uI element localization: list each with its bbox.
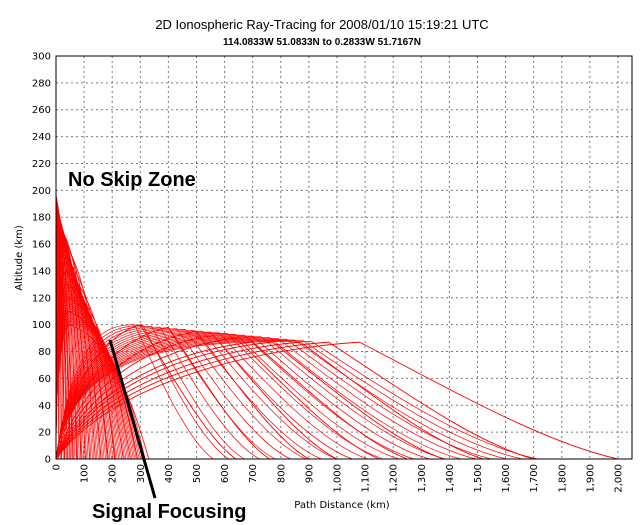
- x-tick-label: 0: [52, 464, 63, 470]
- y-tick-label: 60: [38, 374, 51, 385]
- ray-focus: [55, 334, 415, 460]
- y-tick-label: 180: [32, 213, 51, 224]
- plot-frame: [55, 55, 633, 460]
- x-tick-label: 600: [220, 464, 231, 483]
- ray-focus: [55, 339, 508, 460]
- ray-focus: [55, 341, 538, 460]
- y-axis-label: Altitude (km): [14, 225, 25, 291]
- y-tick-label: 160: [32, 240, 51, 251]
- ray-focus: [55, 335, 430, 460]
- ray-focus: [55, 333, 384, 460]
- y-tick-label: 220: [32, 159, 51, 170]
- ray-hop: [55, 341, 534, 460]
- x-tick-label: 1,700: [529, 464, 540, 493]
- y-axis: 0 20 40 60 80 100 120 140 160 180 200 220 240 260 280 3…: [32, 52, 51, 466]
- ray-focus: [55, 326, 260, 460]
- y-tick-label: 240: [32, 132, 51, 143]
- ray-focus: [55, 333, 399, 460]
- chart-subtitle: 114.0833W 51.0833N to 0.2833W 51.7167N: [223, 37, 421, 48]
- ray-focus: [55, 325, 245, 460]
- x-tick-label: 1,900: [585, 464, 596, 493]
- ray-focus: [55, 327, 276, 460]
- x-tick-label: 300: [136, 464, 147, 483]
- signal-focusing-arrow: [108, 339, 157, 499]
- ray-focus: [55, 330, 338, 460]
- annotation-signal-focusing: Signal Focusing: [92, 501, 246, 523]
- x-tick-label: 1,300: [417, 464, 428, 493]
- ray-focus: [55, 329, 307, 460]
- ray-focus: [55, 332, 368, 460]
- annotation-no-skip-zone: No Skip Zone: [68, 169, 196, 191]
- y-tick-label: 120: [32, 293, 51, 304]
- y-tick-label: 0: [45, 455, 51, 466]
- ray-hop: [55, 341, 619, 460]
- y-tick-label: 260: [32, 105, 51, 116]
- ray-focus: [55, 338, 477, 460]
- ray-focus: [55, 329, 322, 460]
- y-tick-label: 80: [38, 347, 51, 358]
- y-tick-label: 100: [32, 320, 51, 331]
- ray-focus: [55, 340, 523, 460]
- y-tick-label: 40: [38, 401, 51, 412]
- x-tick-label: 800: [276, 464, 287, 483]
- x-tick-label: 500: [192, 464, 203, 483]
- ray-dense: [55, 323, 146, 460]
- ray-hop: [55, 341, 484, 460]
- y-tick-label: 280: [32, 78, 51, 89]
- x-tick-label: 1,400: [445, 464, 456, 493]
- ray-focus: [55, 328, 291, 460]
- x-axis-label: Path Distance (km): [294, 500, 389, 511]
- ray-focus: [55, 325, 229, 460]
- ray-focus: [55, 336, 446, 460]
- y-tick-label: 20: [38, 428, 51, 439]
- grid: [56, 56, 632, 459]
- chart-title: 2D Ionospheric Ray-Tracing for 2008/01/1…: [155, 17, 488, 32]
- x-axis: 0 100 200 300 400 500 600 700 800 900 1,000 1,100 1,…: [52, 464, 625, 493]
- x-tick-label: 1,600: [501, 464, 512, 493]
- y-tick-label: 200: [32, 186, 51, 197]
- x-tick-label: 1,800: [557, 464, 568, 493]
- x-tick-label: 700: [248, 464, 259, 483]
- ray-hop: [55, 341, 444, 460]
- ray-focus: [55, 337, 461, 460]
- x-tick-label: 100: [80, 464, 91, 483]
- x-tick-label: 900: [304, 464, 315, 483]
- ray-focus: [55, 338, 492, 460]
- x-tick-label: 1,100: [361, 464, 372, 493]
- ray-focus: [55, 331, 353, 460]
- ray-focus: [55, 324, 214, 460]
- y-tick-label: 300: [32, 52, 51, 63]
- x-tick-label: 200: [108, 464, 119, 483]
- x-tick-label: 2,000: [613, 464, 624, 493]
- x-tick-label: 1,000: [332, 464, 343, 493]
- x-tick-label: 1,200: [389, 464, 400, 493]
- x-tick-label: 400: [164, 464, 175, 483]
- x-tick-label: 1,500: [473, 464, 484, 493]
- y-tick-label: 140: [32, 266, 51, 277]
